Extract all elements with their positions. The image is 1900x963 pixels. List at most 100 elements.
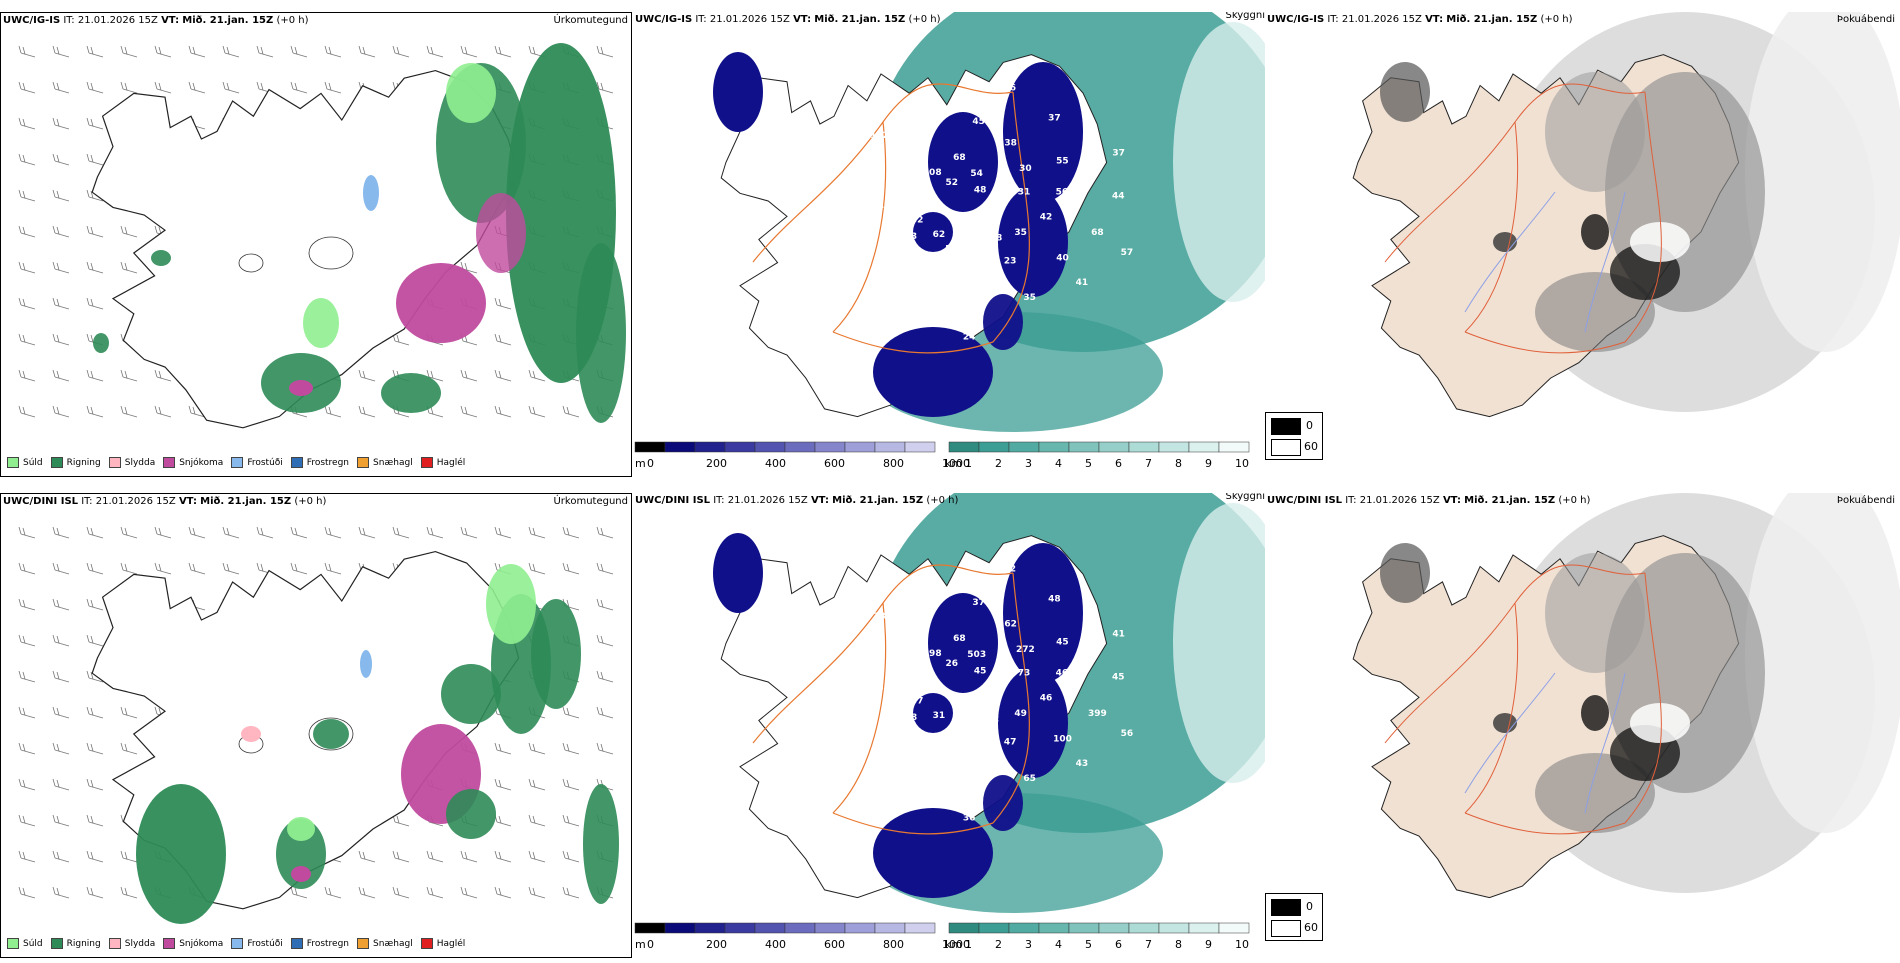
- cloud-base-value: 44: [909, 785, 922, 795]
- legend-item: Snjókoma: [163, 938, 223, 949]
- visibility-colorbar: km 1 2 3 4 5 6 7 8 9 10: [945, 922, 1250, 951]
- issue-time: IT: 21.01.2026 15Z: [695, 14, 790, 25]
- fog-swatch-dark: [1271, 899, 1301, 916]
- precip-type-panel: UWC/DINI ISL IT: 21.01.2026 15Z VT: Mið.…: [0, 493, 632, 958]
- visibility-unit: km: [945, 938, 962, 951]
- cloud-base-value: 90: [857, 223, 870, 233]
- cloud-base-value: 52: [911, 216, 924, 226]
- cloud-base-value: 35: [1014, 228, 1027, 238]
- visibility-tick: 3: [1025, 457, 1032, 470]
- visibility-panel: 64 63 68 23 50 55 47 34 57 52 54 60 118 56 52 32 41 35 48 5…: [633, 12, 1265, 482]
- cloud-base-value: 31: [1018, 187, 1031, 197]
- model-name: UWC/IG-IS: [3, 15, 61, 26]
- cloud-base-area: [713, 533, 763, 613]
- panel-title: UWC/DINI ISL IT: 21.01.2026 15Z VT: Mið.…: [635, 495, 958, 506]
- drizzle-area: [287, 817, 315, 841]
- legend-label: Haglél: [436, 938, 466, 949]
- cloud-base-tick: 200: [706, 938, 727, 951]
- visibility-tick: 5: [1085, 457, 1092, 470]
- cloud-base-value: 33: [873, 612, 886, 622]
- cloud-base-value: 38: [931, 763, 944, 773]
- cloud-base-value: 33: [871, 683, 884, 693]
- cloud-base-area: [713, 52, 763, 132]
- model-name: UWC/IG-IS: [635, 14, 693, 25]
- cloud-base-value: 40: [1056, 254, 1069, 264]
- visibility-tick: 6: [1115, 457, 1122, 470]
- legend-item: Súld: [7, 457, 43, 468]
- cloud-base-value: 32: [1004, 564, 1017, 574]
- valid-label: VT:: [810, 495, 829, 506]
- cloud-base-tick: 1000: [942, 938, 970, 951]
- legend-label: Snæhagl: [373, 457, 413, 468]
- issue-time: IT: 21.01.2026 15Z: [1345, 495, 1440, 506]
- legend-swatch: [231, 457, 244, 468]
- cloud-base-value: 79: [986, 686, 999, 696]
- cloud-base-value: 36: [801, 704, 814, 714]
- legend-label: Haglél: [436, 457, 466, 468]
- cloud-base-tick: 0: [647, 457, 654, 470]
- visibility-tick: 6: [1115, 938, 1122, 951]
- visibility-tick: 1: [965, 457, 972, 470]
- model-name: UWC/IG-IS: [1267, 14, 1325, 25]
- visibility-tick: 2: [995, 938, 1002, 951]
- cloud-base-value: 27: [826, 783, 839, 793]
- visibility-tick: 3: [1025, 938, 1032, 951]
- panel-name: Þokuábendi: [1836, 495, 1895, 506]
- legend-item: Frostúði: [231, 457, 283, 468]
- cloud-base-area: [1003, 62, 1083, 202]
- cloud-base-value: 118: [862, 173, 881, 183]
- model-name: UWC/DINI ISL: [635, 495, 711, 506]
- cloud-base-area: [1003, 543, 1083, 683]
- cloud-base-value: 48: [974, 186, 987, 196]
- fog-index-area: [1380, 62, 1430, 122]
- cloud-base-colorbar: m 0 200 400 600 800 1000: [634, 922, 970, 951]
- cloud-base-value: 64: [986, 205, 999, 215]
- cloud-base-value: 98: [905, 713, 918, 723]
- legend-item: Slydda: [108, 938, 155, 949]
- lead-time: (+0 h): [1558, 495, 1591, 506]
- legend-swatch: [290, 938, 303, 949]
- cloud-base-value: 44: [871, 202, 884, 212]
- cloud-base-tick: 600: [824, 457, 845, 470]
- cloud-base-tick: 800: [883, 938, 904, 951]
- road-network: [1384, 83, 1662, 354]
- cloud-base-value: 34: [869, 103, 882, 113]
- fog-swatch-light: [1271, 920, 1301, 937]
- cloud-base-value: 272: [1016, 645, 1035, 655]
- cloud-base-value: 239: [799, 743, 818, 753]
- fog-swatch-light: [1271, 439, 1301, 456]
- drizzle-area: [303, 298, 339, 348]
- cloud-base-area: [998, 668, 1068, 778]
- fog-index-area: [1630, 703, 1690, 743]
- cloud-base-tick: 0: [647, 938, 654, 951]
- valid-label: VT:: [161, 15, 180, 26]
- cloud-base-value: 52: [946, 178, 959, 188]
- cloud-base-tick: 200: [706, 457, 727, 470]
- cloud-base-value: 35: [762, 212, 775, 222]
- cloud-base-value: 44: [801, 223, 814, 233]
- cloud-base-value: 23: [1004, 256, 1017, 266]
- cloud-base-value: 26: [970, 736, 983, 746]
- cloud-base-value: 25: [918, 187, 931, 197]
- visibility-map: 6463682350554734575254601185652324135485…: [634, 12, 1265, 470]
- cloud-base-value: 50: [837, 192, 850, 202]
- legend-swatch: [231, 938, 244, 949]
- legend-label: Slydda: [124, 457, 156, 468]
- legend-swatch: [7, 938, 19, 949]
- panel-title: UWC/DINI ISL IT: 21.01.2026 15Z VT: Mið.…: [3, 496, 326, 507]
- cloud-base-unit: m: [635, 457, 646, 470]
- cloud-base-value: 59: [918, 130, 931, 140]
- cloud-base-value: 67: [894, 190, 907, 200]
- cloud-base-value: 37: [1048, 114, 1061, 124]
- fog-index-area: [1745, 12, 1900, 352]
- sleet-area: [241, 726, 261, 742]
- legend-swatch: [50, 457, 63, 468]
- cloud-base-value: 45: [1112, 673, 1125, 683]
- visibility-tick: 9: [1205, 457, 1212, 470]
- cloud-base-tick: 1000: [942, 457, 970, 470]
- cloud-base-value: 47: [909, 304, 922, 314]
- valid-time: Mið. 21.jan. 15Z: [814, 14, 906, 25]
- precip-type-panel: UWC/IG-IS IT: 21.01.2026 15Z VT: Mið. 21…: [0, 12, 632, 477]
- cloud-base-value: 73: [787, 654, 800, 664]
- valid-time: Mið. 21.jan. 15Z: [1446, 14, 1538, 25]
